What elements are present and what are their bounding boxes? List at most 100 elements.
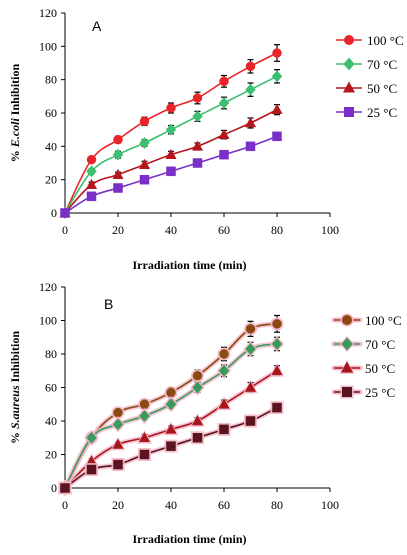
data-point <box>112 148 124 161</box>
legend-marker <box>342 387 352 397</box>
data-point <box>245 141 256 152</box>
y-tick-label: 80 <box>45 73 57 87</box>
x-axis-label: Irradiation time (min) <box>133 532 247 546</box>
data-point <box>166 387 176 398</box>
x-axis-label: Irradiation time (min) <box>133 258 247 272</box>
data-point <box>272 402 282 413</box>
data-point <box>271 70 283 83</box>
data-point <box>192 158 203 168</box>
data-point <box>192 93 203 103</box>
legend-marker <box>343 57 355 71</box>
data-point <box>86 464 97 475</box>
data-point <box>139 174 150 185</box>
data-point <box>272 319 282 329</box>
chart-panel-B: 0 20 40 60 80 100 120 0 20 40 60 80 100 Irradiation t… <box>8 280 402 546</box>
data-point <box>60 483 70 493</box>
data-point <box>60 208 70 218</box>
data-point <box>219 424 229 435</box>
data-point <box>191 415 204 426</box>
data-point <box>192 371 203 381</box>
data-point <box>218 398 230 409</box>
legend-marker <box>342 81 356 93</box>
x-tick-label: 80 <box>271 498 283 512</box>
data-point <box>113 183 123 193</box>
data-point <box>166 166 176 177</box>
y-axis-label: % S.aureus Inhibition <box>8 331 22 444</box>
x-tick-label: 100 <box>321 223 339 237</box>
data-point <box>219 76 229 87</box>
data-point <box>139 136 150 150</box>
x-tick-label: 60 <box>218 223 230 237</box>
legend-marker <box>344 107 354 117</box>
series-3: 25 °C <box>58 385 395 495</box>
series-line <box>64 75 278 214</box>
legend-label: 70 °C <box>367 57 397 72</box>
data-point <box>165 423 177 434</box>
data-point <box>86 165 97 178</box>
y-tick-label: 0 <box>51 206 57 220</box>
data-point <box>165 123 177 136</box>
data-point <box>271 103 283 114</box>
x-tick-label: 0 <box>62 223 68 237</box>
data-point <box>245 342 256 355</box>
chart-panel-A: 0 20 40 60 80 100 120 0 20 40 60 80 100 Irradiation t… <box>8 6 404 272</box>
legend-marker <box>340 361 354 373</box>
series-0: 100 °C <box>58 313 402 495</box>
data-point <box>272 131 282 142</box>
x-tick-label: 0 <box>62 498 68 512</box>
data-point <box>218 128 230 139</box>
data-point <box>165 148 177 159</box>
data-point <box>245 416 256 426</box>
y-tick-label: 60 <box>45 381 57 395</box>
data-point <box>191 140 204 151</box>
legend-label: 100 °C <box>367 33 404 48</box>
y-tick-label: 40 <box>45 414 57 428</box>
data-point <box>138 431 151 443</box>
data-point <box>245 83 256 96</box>
data-point <box>271 364 283 376</box>
data-point <box>245 324 256 334</box>
legend-label: 100 °C <box>365 313 402 328</box>
x-tick-label: 40 <box>165 498 177 512</box>
legend-label: 25 °C <box>367 105 397 120</box>
data-point <box>86 431 97 444</box>
data-point <box>219 149 229 160</box>
legend-label: 70 °C <box>365 337 395 352</box>
data-point <box>272 48 282 58</box>
data-point <box>218 364 230 377</box>
data-point <box>113 459 123 470</box>
data-point <box>245 61 256 72</box>
y-tick-label: 20 <box>45 448 57 462</box>
data-point <box>192 433 203 443</box>
legend-label: 50 °C <box>367 81 397 96</box>
legend-marker <box>341 337 353 351</box>
y-tick-label: 40 <box>45 139 57 153</box>
data-point <box>166 103 176 113</box>
data-point <box>139 116 150 127</box>
y-tick-label: 0 <box>51 481 57 495</box>
x-tick-label: 40 <box>165 223 177 237</box>
data-point <box>139 449 150 460</box>
data-point <box>138 158 151 169</box>
data-point <box>192 110 203 123</box>
series-2: 50 °C <box>59 81 397 218</box>
y-tick-label: 100 <box>39 314 57 328</box>
data-point <box>165 398 177 411</box>
y-tick-label: 80 <box>45 347 57 361</box>
series-1: 70 °C <box>59 57 397 220</box>
data-point <box>244 117 257 128</box>
data-point <box>113 407 123 418</box>
data-point <box>112 168 124 179</box>
data-point <box>166 441 176 451</box>
y-tick-label: 60 <box>45 106 57 120</box>
legend-marker <box>344 35 354 45</box>
x-tick-label: 20 <box>112 223 124 237</box>
y-tick-label: 100 <box>39 39 57 53</box>
x-tick-label: 100 <box>321 498 339 512</box>
data-point <box>219 349 229 359</box>
series-2: 50 °C <box>57 360 395 494</box>
data-point <box>85 178 98 189</box>
data-point <box>218 96 230 110</box>
data-point <box>112 418 124 431</box>
